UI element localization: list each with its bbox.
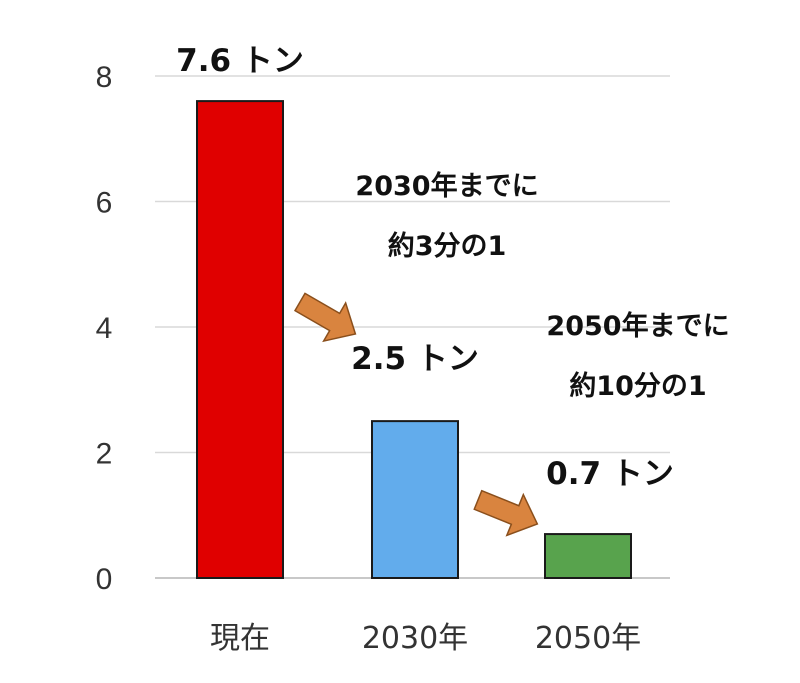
annotation-2-line-2: 約10分の1 xyxy=(569,370,706,402)
data-label: 7.6 トン xyxy=(176,43,304,79)
data-labels: 7.6 トン 2.5 トン 0.7 トン xyxy=(176,43,674,492)
category-labels: 現在 2030年 2050年 xyxy=(210,621,641,656)
y-tick-label: 0 xyxy=(96,563,113,596)
bar xyxy=(544,533,632,580)
category-label: 現在 xyxy=(210,621,270,656)
y-tick-label: 8 xyxy=(96,61,113,94)
annotation-2-line-1: 2050年までに xyxy=(546,310,729,342)
y-tick-label: 6 xyxy=(96,187,113,220)
data-label: 2.5 トン xyxy=(351,341,479,377)
y-axis-tick-labels: 0 2 4 6 8 xyxy=(96,61,113,596)
category-label: 2050年 xyxy=(535,621,641,656)
annotation-1-line-2: 約3分の1 xyxy=(388,230,507,262)
annotation-1-line-1: 2030年までに xyxy=(355,170,538,202)
bars xyxy=(196,100,632,580)
y-tick-label: 4 xyxy=(96,312,113,345)
reduction-arrow-icon-2 xyxy=(473,489,539,537)
y-tick-label: 2 xyxy=(96,438,113,471)
data-label: 0.7 トン xyxy=(546,456,674,492)
reduction-arrow-icon-1 xyxy=(293,292,357,343)
bar xyxy=(196,100,284,579)
bar xyxy=(371,420,459,579)
category-label: 2030年 xyxy=(362,621,468,656)
